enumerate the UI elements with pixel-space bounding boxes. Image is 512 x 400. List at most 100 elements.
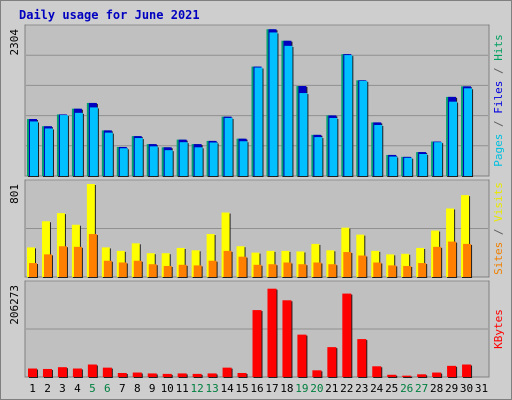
panel-axis-label: Sites / Visits [492,182,505,275]
axis-label-part: Sites [492,242,505,275]
x-tick-label: 31 [475,382,488,395]
bar-pages [464,88,473,176]
bar-pages [44,128,53,176]
x-tick-label: 20 [310,382,323,395]
bar-pages [419,153,428,176]
axis-label-part: KBytes [492,309,505,349]
bar-pages [254,67,263,176]
bar-kbytes [447,365,457,377]
bar-pages [74,112,83,176]
bar-sites [88,234,97,277]
bar-kbytes [162,373,172,377]
bar-kbytes [177,373,187,377]
x-tick-label: 26 [400,382,413,395]
bar-kbytes [132,372,142,377]
bar-pages [89,107,98,176]
bar-kbytes [28,368,37,377]
bar-kbytes [42,368,52,377]
axis-label-part: Files [492,81,505,114]
x-tick-label: 15 [235,382,248,395]
bar-visits [221,212,230,277]
x-tick-label: 13 [205,382,218,395]
bar-kbytes [222,367,232,377]
bar-sites [223,250,232,277]
bar-pages [134,138,143,176]
bar-sites [328,264,337,277]
bar-visits [131,243,140,277]
bar-kbytes [297,334,307,377]
bar-sites [433,246,442,277]
x-tick-label: 29 [445,382,458,395]
bar-visits [206,234,215,277]
bar-kbytes [312,370,322,377]
bar-kbytes [417,374,427,377]
bar-kbytes [87,364,97,377]
x-tick-label: 18 [280,382,293,395]
bar-visits [161,253,170,277]
bar-pages [284,45,293,176]
bar-sites [283,262,292,277]
panel-max-label: 801 [8,184,21,204]
bar-kbytes [342,293,352,377]
bar-kbytes [357,339,367,377]
bar-visits [27,247,35,277]
x-tick-label: 3 [59,382,66,395]
x-tick-label: 10 [161,382,174,395]
bar-visits [86,184,95,277]
bar-pages [239,141,248,176]
bar-sites [178,264,187,277]
bar-sites [103,260,112,277]
x-tick-label: 19 [295,382,308,395]
bar-pages [329,117,338,176]
bar-kbytes [252,310,262,377]
x-tick-label: 21 [325,382,338,395]
bar-pages [164,150,173,176]
x-tick-label: 28 [430,382,443,395]
bar-kbytes [432,372,442,377]
bar-pages [269,32,278,176]
bar-kbytes [207,373,217,377]
axis-label-part: / [492,222,505,242]
bar-sites [163,265,172,277]
bar-visits [41,221,50,277]
x-tick-label: 27 [415,382,428,395]
bar-pages [224,117,233,176]
bar-pages [314,137,323,176]
bar-pages [59,115,68,176]
bar-pages [104,132,113,176]
bar-sites [373,262,382,277]
bar-kbytes-shadow [403,376,413,378]
bar-sites [208,260,217,277]
bar-pages [209,142,218,176]
bar-pages [434,142,443,176]
bar-sites [448,241,457,277]
bar-sites [418,263,427,277]
bar-sites [358,255,367,277]
bar-pages [449,101,458,176]
bar-sites [43,254,52,277]
bar-kbytes [102,367,112,377]
panel-max-label: 206273 [8,285,21,325]
bar-kbytes [387,374,397,377]
bar-sites [343,252,352,277]
bar-pages [30,121,38,176]
x-tick-label: 8 [134,382,141,395]
bar-kbytes [192,373,202,377]
bar-pages [149,146,158,176]
bar-pages [344,55,353,177]
x-tick-label: 24 [370,382,384,395]
bar-visits [56,213,65,277]
bar-visits [191,250,200,277]
bar-sites [268,264,277,277]
bar-pages [299,93,308,176]
bar-pages [374,124,383,176]
bar-sites [388,265,397,277]
axis-label-part: / [492,61,505,81]
x-tick-label: 4 [74,382,81,395]
bar-pages [179,142,188,176]
bar-kbytes [327,347,337,377]
axis-label-part: Visits [492,182,505,222]
panel-axis-label: KBytes [492,309,505,349]
panel-max-label: 2304 [8,29,21,56]
